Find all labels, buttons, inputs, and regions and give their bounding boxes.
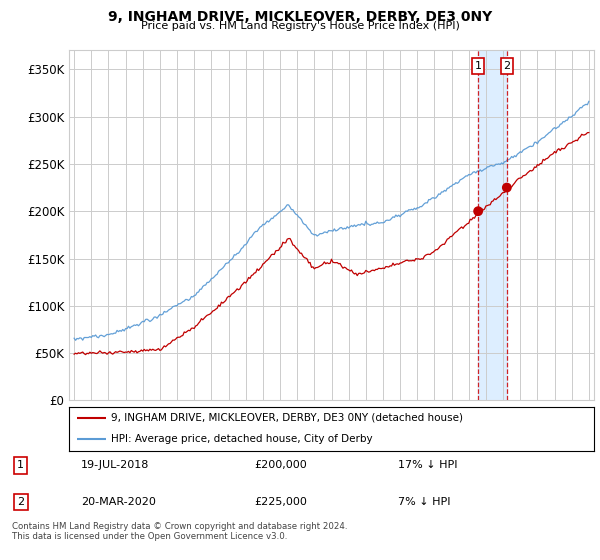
- Text: Price paid vs. HM Land Registry's House Price Index (HPI): Price paid vs. HM Land Registry's House …: [140, 21, 460, 31]
- Text: £225,000: £225,000: [254, 497, 307, 507]
- Point: [502, 183, 512, 192]
- Text: 1: 1: [475, 61, 482, 71]
- Text: 17% ↓ HPI: 17% ↓ HPI: [398, 460, 457, 470]
- Text: 19-JUL-2018: 19-JUL-2018: [81, 460, 149, 470]
- Text: 20-MAR-2020: 20-MAR-2020: [81, 497, 156, 507]
- Text: HPI: Average price, detached house, City of Derby: HPI: Average price, detached house, City…: [111, 435, 373, 445]
- Text: 2: 2: [503, 61, 511, 71]
- Text: 2: 2: [17, 497, 24, 507]
- Text: 9, INGHAM DRIVE, MICKLEOVER, DERBY, DE3 0NY: 9, INGHAM DRIVE, MICKLEOVER, DERBY, DE3 …: [108, 10, 492, 24]
- Text: £200,000: £200,000: [254, 460, 307, 470]
- Point: [473, 207, 483, 216]
- Text: Contains HM Land Registry data © Crown copyright and database right 2024.
This d: Contains HM Land Registry data © Crown c…: [12, 522, 347, 542]
- Bar: [478, 50, 507, 400]
- Text: 7% ↓ HPI: 7% ↓ HPI: [398, 497, 451, 507]
- Text: 1: 1: [17, 460, 24, 470]
- Text: 9, INGHAM DRIVE, MICKLEOVER, DERBY, DE3 0NY (detached house): 9, INGHAM DRIVE, MICKLEOVER, DERBY, DE3 …: [111, 413, 463, 423]
